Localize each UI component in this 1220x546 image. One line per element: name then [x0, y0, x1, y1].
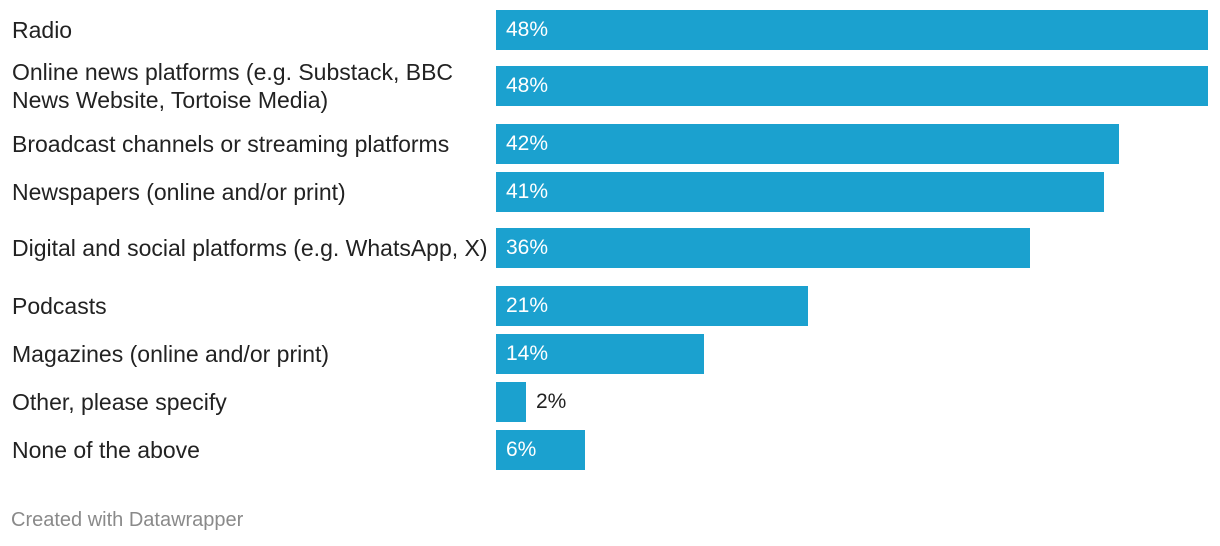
bar [496, 66, 1208, 106]
bar [496, 172, 1104, 212]
category-label: Podcasts [12, 293, 107, 319]
value-label: 21% [506, 294, 549, 317]
value-label: 14% [506, 342, 549, 365]
value-label: 36% [506, 236, 549, 259]
bar-row: Magazines (online and/or print) 14% [0, 334, 1220, 374]
bar [496, 228, 1030, 268]
category-label: Magazines (online and/or print) [12, 341, 330, 367]
category-label: Newspapers (online and/or print) [12, 179, 346, 205]
bar [496, 286, 808, 326]
category-label: Digital and social platforms (e.g. Whats… [12, 235, 488, 261]
category-label: Other, please specify [12, 389, 227, 415]
bar-row: Broadcast channels or streaming platform… [0, 124, 1220, 164]
bar-row: Online news platforms (e.g. Substack, BB… [0, 59, 1220, 113]
value-label: 6% [506, 438, 537, 461]
bar [496, 382, 526, 422]
bar-row: Newspapers (online and/or print) 41% [0, 172, 1220, 212]
bar-row: Podcasts 21% [0, 286, 1220, 326]
bar-row: Digital and social platforms (e.g. Whats… [0, 228, 1220, 268]
bar [496, 334, 704, 374]
bar [496, 124, 1119, 164]
value-label: 2% [536, 390, 567, 413]
value-label: 42% [506, 132, 549, 155]
value-label: 48% [506, 18, 549, 41]
category-label: Broadcast channels or streaming platform… [12, 131, 450, 157]
category-label: None of the above [12, 437, 200, 463]
category-label: Radio [12, 17, 73, 43]
datawrapper-credit: Created with Datawrapper [11, 509, 244, 531]
bar-row: Radio 48% [0, 10, 1220, 50]
category-label: Online news platforms (e.g. Substack, BB… [12, 59, 454, 113]
value-label: 48% [506, 74, 549, 97]
value-label: 41% [506, 180, 549, 203]
bar [496, 10, 1208, 50]
bar [496, 430, 585, 470]
bar-row: Other, please specify 2% [0, 382, 1220, 422]
bar-row: None of the above 6% [0, 430, 1220, 470]
